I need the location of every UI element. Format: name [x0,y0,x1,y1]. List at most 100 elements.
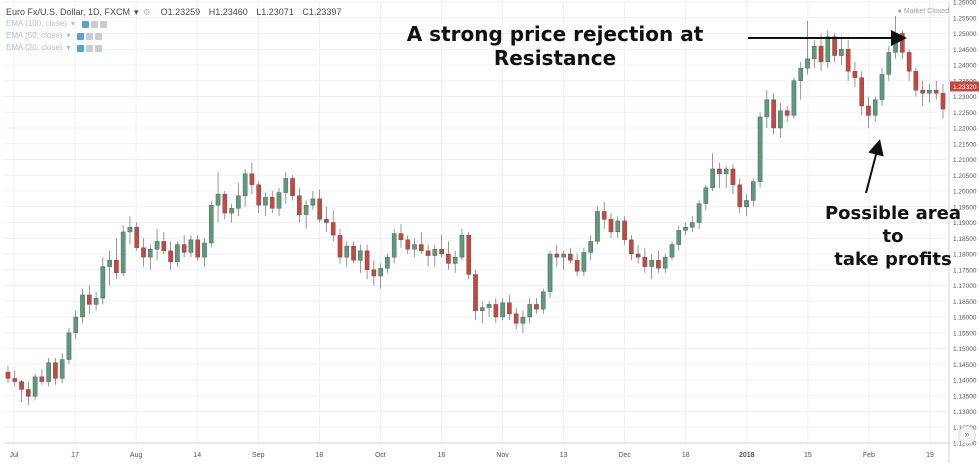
profits-arrow [865,139,884,194]
candle-body [656,260,661,269]
x-tick-label: Sep [252,452,265,459]
bearish-candle [168,241,173,270]
annotation-arrows [748,30,907,194]
y-tick-label: 1.24000 [953,63,977,70]
last-price-label: 1.23320 [953,84,977,91]
candle-body [59,359,65,379]
eye-icon[interactable] [77,44,85,52]
candle-body [439,249,444,255]
bearish-candle [446,241,451,270]
close-icon[interactable] [95,32,103,40]
candle-body [208,204,214,244]
indicator-controls[interactable] [77,32,103,40]
candle-body [913,71,919,91]
candle-body [418,244,424,252]
axes: 1.260001.255001.250001.245001.240001.235… [4,0,979,463]
bearish-candle [269,191,275,214]
bullish-candle [683,222,688,236]
candle-body [134,227,140,248]
chevron-down-icon[interactable]: ▾ [66,43,71,52]
bullish-candle [127,216,133,245]
ema-row[interactable]: EMA (100, close) ▾ [6,18,347,30]
close-icon[interactable] [95,44,103,52]
bullish-candle [540,288,546,314]
last-price-tag [950,81,979,92]
candle-body [683,227,688,231]
bearish-candle [26,381,31,406]
bearish-candle [330,209,336,242]
bullish-candle [798,61,804,100]
ema-row[interactable]: EMA (50, close) ▾ [6,30,347,42]
settings-gear-icon[interactable]: ⚙ [142,7,151,17]
bearish-candle [818,33,824,72]
ema-label[interactable]: EMA (50, close) [6,31,63,40]
chevron-down-icon[interactable]: ▾ [66,31,71,40]
bullish-candle [310,191,316,210]
bullish-candle [80,288,85,324]
bearish-candle [601,202,607,229]
candle-body [46,362,51,382]
bullish-candle [59,353,65,384]
candle-body [473,274,478,311]
candle-body [649,260,654,267]
bullish-candle [107,250,112,286]
candle-body [73,316,79,333]
bullish-candle [66,328,72,365]
candle-body [622,220,627,241]
eye-icon[interactable] [81,20,89,28]
bullish-candle [486,301,492,317]
candle-body [466,234,472,275]
gear-icon[interactable] [90,20,98,28]
candle-body [561,253,566,258]
candle-body [893,33,898,53]
bearish-candle [256,181,261,214]
candle-body [595,211,600,242]
bearish-candle [513,307,519,330]
candle-body [784,110,790,116]
symbol-title[interactable]: Euro Fx/U.S. Dollar, 1D, FXCM [6,7,131,17]
bearish-candle [12,370,18,387]
bearish-candle [317,189,322,223]
ema-label[interactable]: EMA (100, close) [6,19,67,28]
chevron-down-icon[interactable]: ▾ [70,19,75,28]
candle-body [114,260,119,274]
candle-body [486,304,492,308]
bullish-candle [188,235,194,258]
candle-body [256,184,261,206]
bullish-candle [459,228,465,261]
bullish-candle [391,228,397,264]
bullish-candle [520,310,526,333]
double-chevron-right-icon[interactable]: » [958,426,976,444]
candle-body [717,168,722,174]
indicator-controls[interactable] [81,20,107,28]
gear-icon[interactable] [86,44,94,52]
gear-icon[interactable] [86,32,94,40]
candle-body [120,231,126,274]
candle-body [574,260,580,272]
eye-icon[interactable] [77,32,85,40]
candle-body [920,89,925,94]
indicator-controls[interactable] [77,44,103,52]
y-tick-label: 1.22000 [953,126,977,133]
y-tick-label: 1.13000 [953,409,977,416]
candle-body [513,313,519,324]
candle-body [371,269,377,277]
y-tick-label: 1.19500 [953,204,977,211]
bullish-candle [703,184,709,210]
close-icon[interactable] [99,20,107,28]
ema-row[interactable]: EMA (20, close) ▾ [6,42,347,54]
y-tick-label: 1.18500 [953,236,977,243]
candle-body [269,197,275,209]
bearish-candle [629,235,634,261]
ema-label[interactable]: EMA (20, close) [6,43,63,52]
bearish-candle [222,191,228,220]
x-tick-label: 17 [71,452,79,459]
candle-body [412,244,417,250]
bearish-candle [933,80,939,100]
bearish-candle [608,213,614,239]
annotation-line: Possible area to [824,203,962,247]
chevron-down-icon[interactable]: ▾ [134,7,139,17]
y-tick-label: 1.25000 [953,31,977,38]
